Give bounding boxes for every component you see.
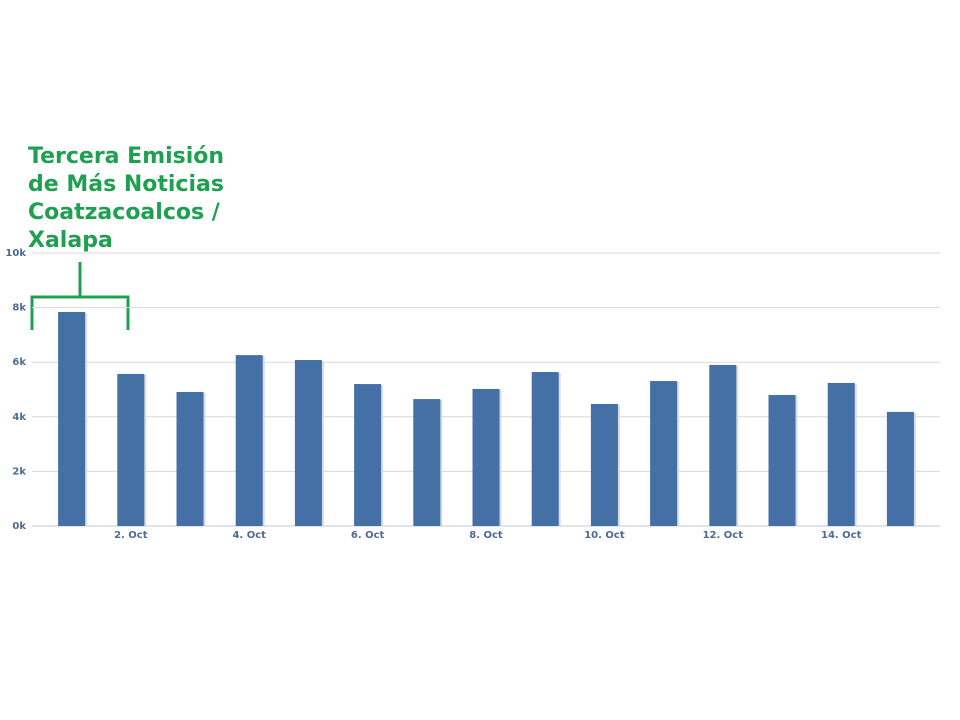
y-tick-label: 2k xyxy=(12,466,26,477)
bar xyxy=(58,311,86,526)
annotation-bracket xyxy=(30,262,130,330)
x-tick-label: 6. Oct xyxy=(351,530,385,541)
bar xyxy=(650,381,678,526)
bar xyxy=(235,355,263,526)
x-tick-label: 10. Oct xyxy=(584,530,625,541)
y-tick-label: 10k xyxy=(5,248,26,259)
annotation: de Más Noticias xyxy=(28,172,224,197)
x-tick-label: 2. Oct xyxy=(114,530,148,541)
bar xyxy=(531,372,559,526)
y-tick-label: 4k xyxy=(12,412,26,423)
bar xyxy=(886,411,914,526)
bar xyxy=(117,373,145,526)
y-tick-label: 0k xyxy=(12,521,26,532)
x-tick-label: 4. Oct xyxy=(232,530,266,541)
bar xyxy=(472,388,500,526)
annotation: Tercera Emisión xyxy=(28,144,224,169)
bar xyxy=(176,391,204,526)
annotation: Xalapa xyxy=(28,228,113,253)
x-tick-label: 8. Oct xyxy=(469,530,503,541)
bar xyxy=(709,364,737,526)
y-tick-label: 8k xyxy=(12,303,26,314)
annotation: Coatzacoalcos / xyxy=(28,200,221,225)
bar xyxy=(827,382,855,526)
bar xyxy=(590,403,618,526)
y-tick-label: 6k xyxy=(12,357,26,368)
bar xyxy=(354,384,382,526)
bar xyxy=(294,360,322,526)
bar xyxy=(413,399,441,526)
bar xyxy=(768,394,796,526)
x-tick-label: 14. Oct xyxy=(821,530,862,541)
x-tick-label: 12. Oct xyxy=(703,530,744,541)
